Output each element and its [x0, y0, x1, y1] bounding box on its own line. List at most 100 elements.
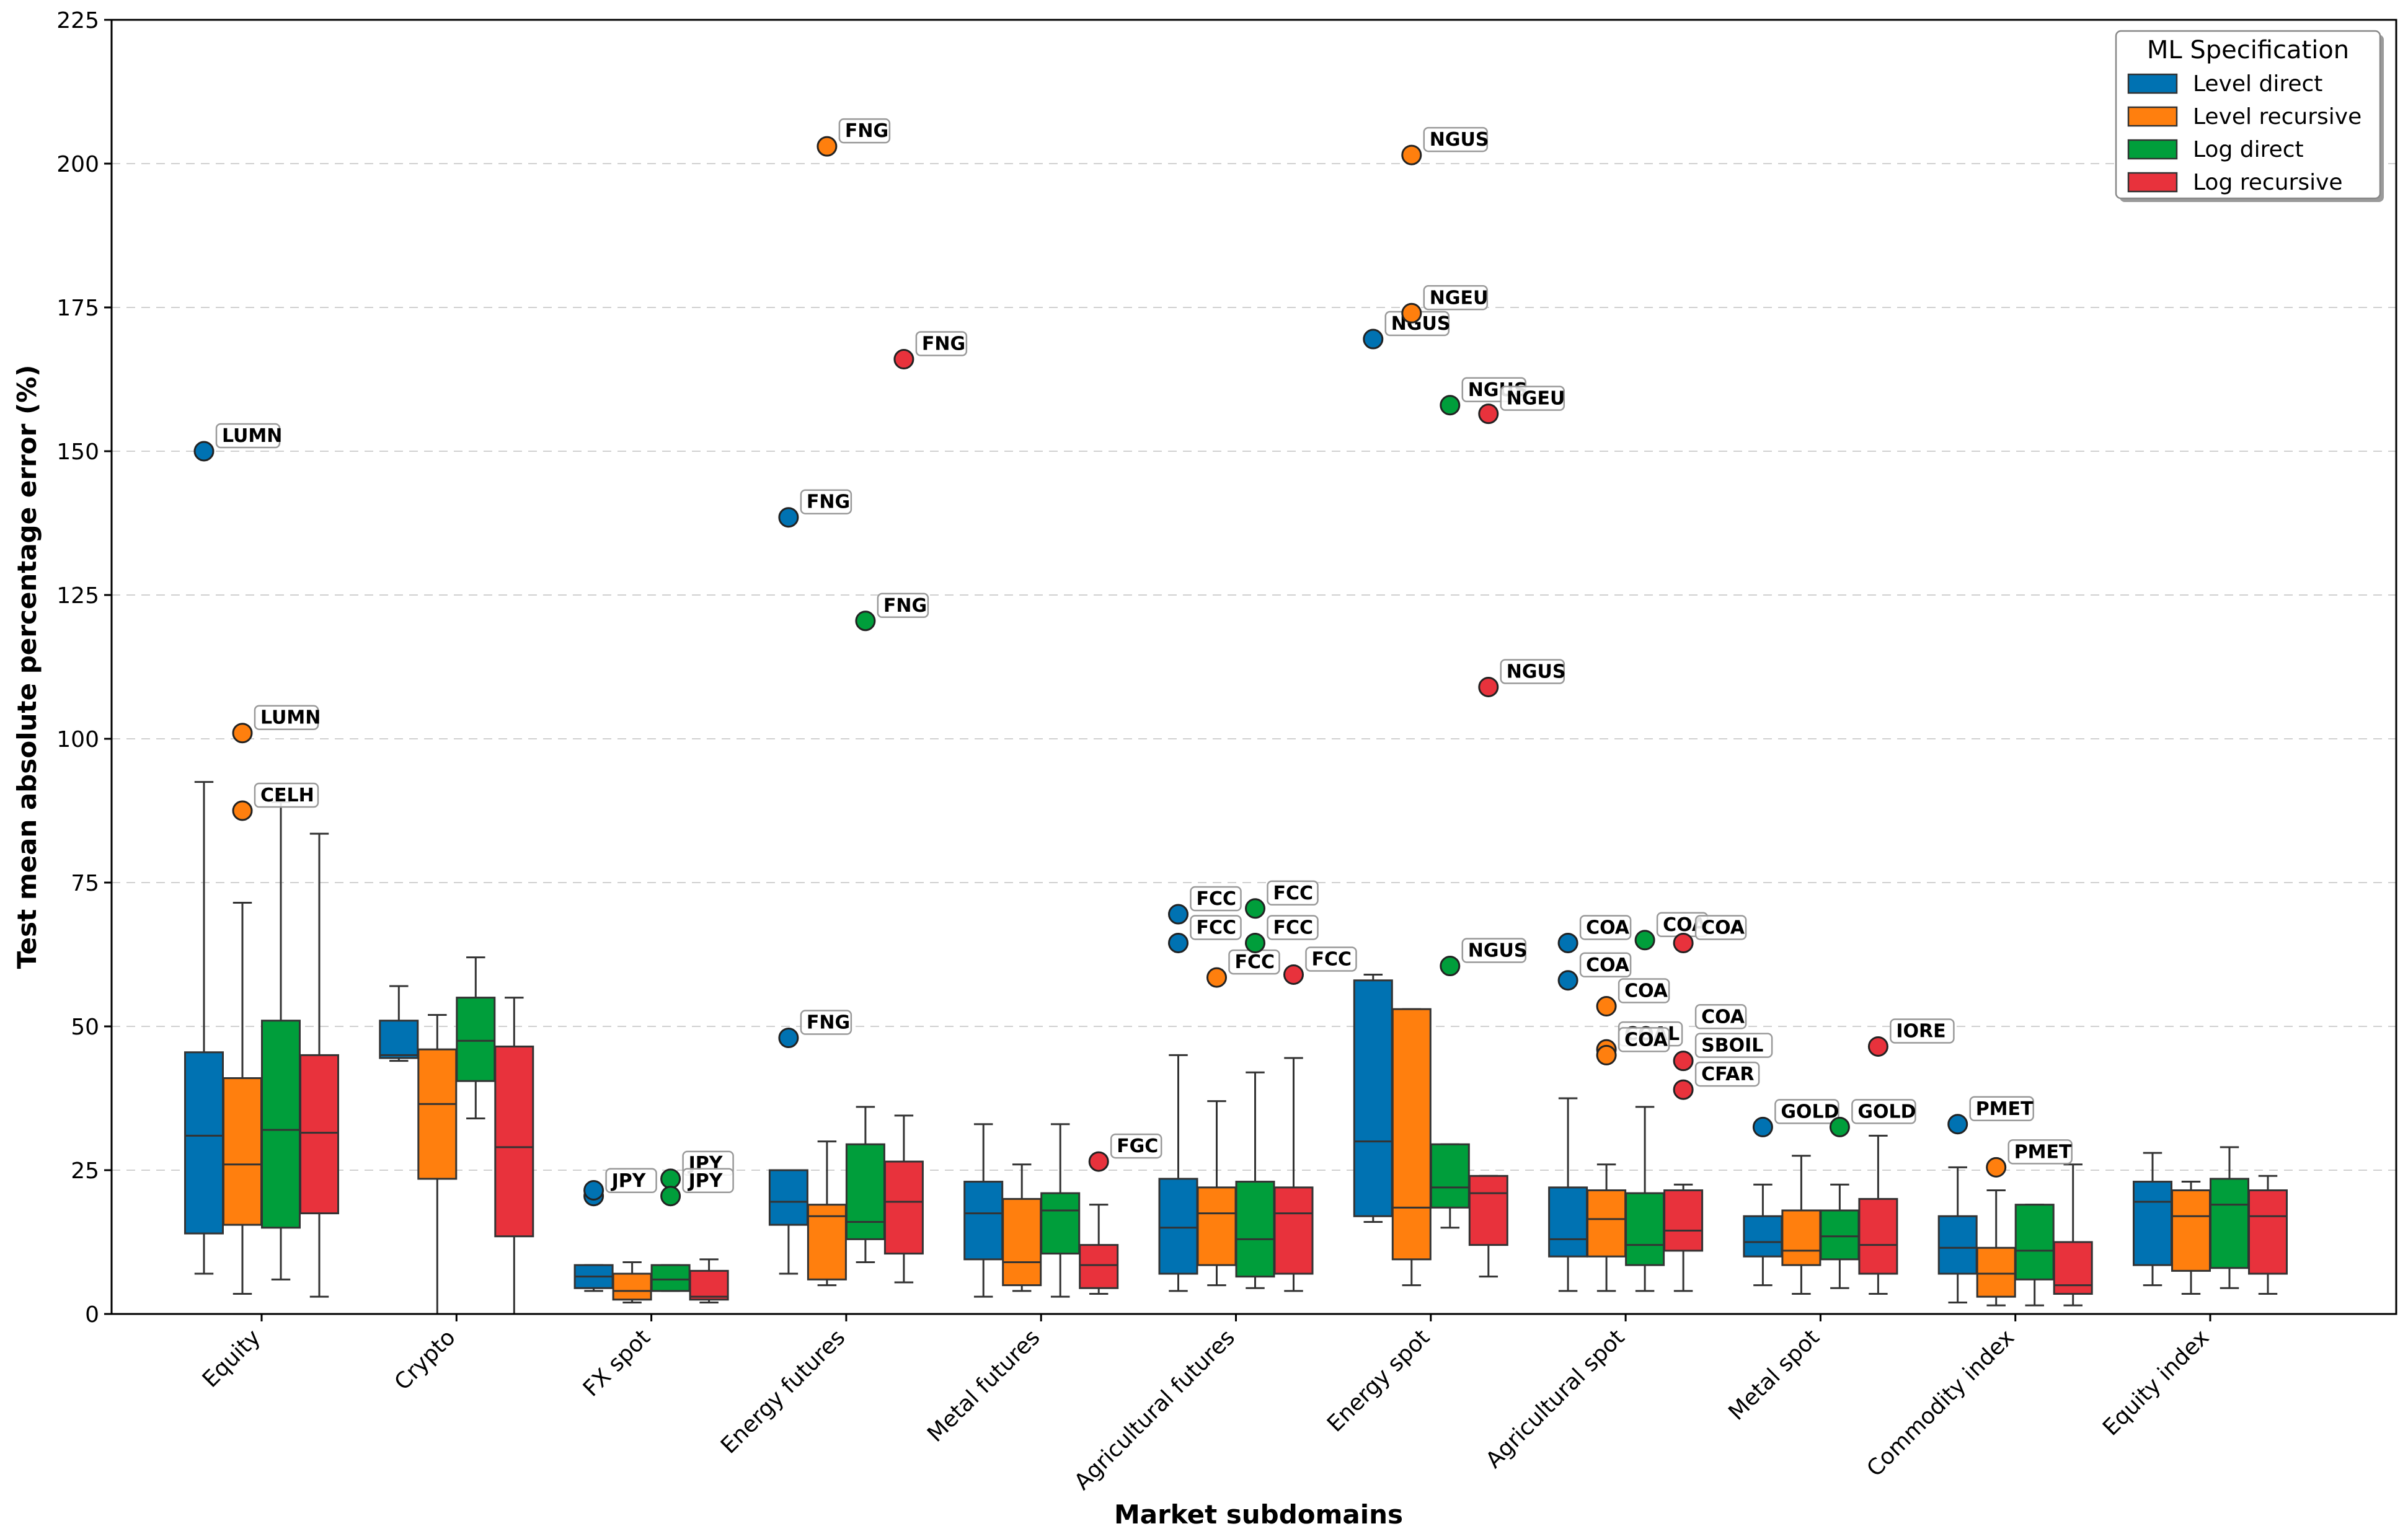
outlier-point	[1752, 1116, 1773, 1137]
iqr-box	[1625, 1192, 1665, 1266]
y-tick-label: 0	[85, 1302, 99, 1328]
box-level-direct	[1158, 1054, 1198, 1292]
outlier-points: LUMN JPY FNG FNG FCC FCC NGUS COA COA GOLD PMET LUM…	[193, 118, 2073, 1207]
annotation-box	[1423, 126, 1489, 152]
iqr-box	[807, 1204, 847, 1281]
annotation-label: FNG	[807, 491, 850, 513]
box-level-recursive	[2171, 1181, 2211, 1295]
box-log-recursive	[1468, 1175, 1508, 1278]
outlier-point	[232, 723, 253, 744]
annotation-box	[1890, 1018, 1955, 1044]
iqr-box	[1273, 1186, 1314, 1275]
legend-entry-label: Level direct	[2193, 71, 2322, 97]
iqr-box	[883, 1160, 924, 1255]
annotation-label: LUMN	[260, 707, 321, 729]
outlier-point	[660, 1186, 681, 1207]
outlier-point	[1673, 1079, 1694, 1100]
annotation-box	[1618, 978, 1670, 1003]
annotation-box	[1694, 1061, 1760, 1087]
iqr-box	[299, 1054, 339, 1215]
iqr-box	[456, 997, 496, 1082]
box-level-recursive	[1002, 1163, 1042, 1292]
annotation-box	[1190, 886, 1242, 912]
iqr-box	[2248, 1189, 2288, 1275]
iqr-box	[612, 1272, 652, 1301]
plot-frame	[110, 19, 2397, 1315]
box-level-direct	[573, 1264, 614, 1292]
y-tick-label: 50	[71, 1015, 99, 1040]
iqr-box	[184, 1051, 224, 1235]
iqr-box	[223, 1077, 262, 1226]
outlier-point	[1168, 932, 1189, 953]
box-level-recursive	[1587, 1163, 1627, 1292]
y-tick-label: 175	[56, 296, 99, 321]
legend-swatch	[2127, 106, 2178, 127]
iqr-box	[650, 1264, 691, 1292]
annotation-box	[1579, 915, 1632, 940]
outlier-point	[1634, 930, 1655, 951]
outlier-point	[583, 1179, 604, 1201]
outlier-point	[1206, 967, 1227, 988]
outlier-point	[193, 441, 215, 462]
box-log-direct	[1430, 1143, 1470, 1229]
iqr-box	[1587, 1189, 1627, 1258]
annotation-label: LUMN	[222, 425, 282, 447]
box-log-recursive	[1858, 1134, 1898, 1295]
iqr-box	[2133, 1181, 2172, 1266]
iqr-box	[1976, 1246, 2016, 1298]
outlier-point	[1829, 1116, 1850, 1137]
iqr-box	[1781, 1209, 1821, 1266]
annotation-box	[1694, 1033, 1773, 1058]
y-tick-label: 75	[71, 871, 99, 896]
outlier-point	[1867, 1036, 1888, 1057]
legend-swatch	[2127, 73, 2178, 94]
annotation-label: COA	[1586, 917, 1630, 938]
outlier-point	[1088, 1151, 1109, 1172]
outlier-point	[1440, 395, 1461, 416]
box-log-direct	[650, 1264, 691, 1292]
iqr-box	[1079, 1244, 1119, 1289]
iqr-box	[2014, 1204, 2055, 1281]
iqr-box	[1197, 1186, 1237, 1266]
y-axis-title: Test mean absolute percentage error (%)	[12, 365, 42, 969]
box-level-recursive	[1976, 1189, 2016, 1307]
box-log-recursive	[689, 1258, 729, 1303]
x-axis-title: Market subdomains	[1114, 1499, 1403, 1530]
annotation-box	[1423, 285, 1489, 311]
box-level-recursive	[807, 1140, 847, 1287]
annotation-box	[1618, 1027, 1670, 1052]
annotation-box	[1110, 1133, 1162, 1159]
iqr-box	[1743, 1215, 1783, 1258]
annotation-label: FCC	[1235, 951, 1275, 973]
annotation-label: COA	[1624, 981, 1668, 1002]
outlier-point	[1478, 403, 1499, 425]
legend-entry-label: Log recursive	[2193, 170, 2343, 195]
boxes	[184, 781, 2288, 1315]
annotation-label: NGEU	[1430, 287, 1489, 309]
outlier-point	[1947, 1114, 1968, 1135]
box-log-recursive	[299, 832, 339, 1298]
annotation-box	[1774, 1099, 1839, 1124]
box-level-direct	[184, 781, 224, 1275]
annotation-box	[1694, 915, 1747, 940]
iqr-box	[1040, 1192, 1081, 1255]
annotation-box	[1267, 880, 1319, 906]
box-log-recursive	[1079, 1204, 1119, 1295]
annotation-label: GOLD	[1857, 1101, 1916, 1122]
outlier-point	[817, 136, 838, 157]
box-log-recursive	[2053, 1163, 2093, 1307]
annotation-label: COA	[1701, 1006, 1745, 1028]
annotation-label: CELH	[260, 785, 314, 806]
box-level-direct	[379, 985, 419, 1062]
annotation-label: NGUS	[1468, 940, 1528, 962]
outlier-point	[232, 800, 253, 821]
box-level-recursive	[1197, 1100, 1237, 1287]
annotation-label: FCC	[1273, 917, 1314, 938]
box-log-direct	[261, 801, 301, 1281]
iqr-box	[1937, 1215, 1978, 1275]
annotation-box	[1461, 938, 1527, 963]
outlier-point	[1401, 144, 1422, 165]
outlier-point	[893, 349, 914, 370]
y-tick-label: 200	[56, 152, 99, 177]
annotation-box	[1579, 952, 1632, 978]
